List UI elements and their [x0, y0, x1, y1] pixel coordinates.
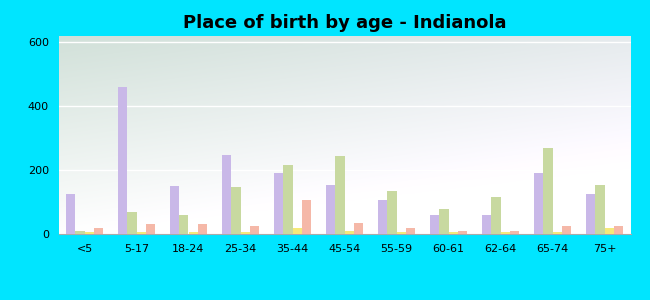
Bar [378, 200, 387, 234]
Bar [250, 226, 259, 234]
Bar [283, 165, 292, 234]
Bar [439, 209, 448, 234]
Bar [543, 148, 552, 234]
Bar [562, 226, 571, 234]
Bar [66, 194, 75, 234]
Bar [387, 191, 396, 234]
Bar [354, 223, 363, 234]
Bar [274, 173, 283, 234]
Bar [604, 228, 614, 234]
Bar [302, 200, 311, 234]
Bar [84, 232, 94, 234]
Bar [179, 215, 188, 234]
Bar [534, 173, 543, 234]
Bar [326, 184, 335, 234]
Bar [75, 231, 84, 234]
Bar [188, 232, 198, 234]
Bar [94, 228, 103, 234]
Bar [448, 232, 458, 234]
Bar [170, 186, 179, 234]
Bar [614, 226, 623, 234]
Bar [136, 232, 146, 234]
Bar [198, 224, 207, 234]
Bar [335, 156, 345, 234]
Bar [552, 232, 562, 234]
Bar [292, 228, 302, 234]
Bar [344, 231, 354, 234]
Bar [510, 231, 519, 234]
Bar [396, 232, 406, 234]
Bar [406, 228, 415, 234]
Bar [491, 197, 500, 234]
Bar [586, 194, 595, 234]
Bar [146, 224, 155, 234]
Bar [240, 232, 250, 234]
Bar [500, 232, 510, 234]
Bar [231, 187, 240, 234]
Bar [482, 215, 491, 234]
Bar [222, 155, 231, 234]
Title: Place of birth by age - Indianola: Place of birth by age - Indianola [183, 14, 506, 32]
Bar [595, 184, 604, 234]
Bar [430, 215, 439, 234]
Bar [458, 231, 467, 234]
Bar [118, 87, 127, 234]
Bar [127, 212, 136, 234]
